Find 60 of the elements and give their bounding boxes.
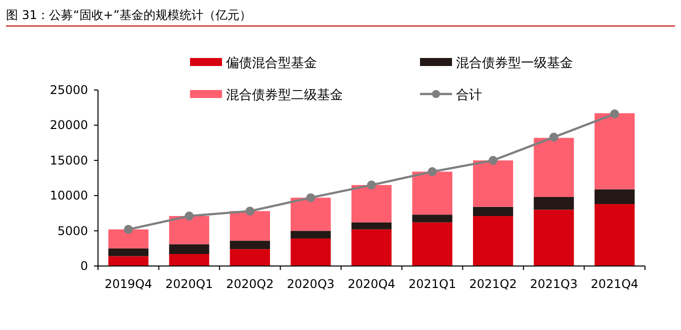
y-tick-label: 5000 bbox=[57, 224, 88, 238]
bar bbox=[534, 210, 574, 266]
bar bbox=[473, 216, 514, 266]
bar bbox=[230, 249, 270, 266]
y-tick-label: 20000 bbox=[50, 118, 88, 132]
bar bbox=[169, 254, 210, 266]
point bbox=[488, 156, 498, 165]
point bbox=[124, 224, 133, 234]
bar bbox=[169, 216, 210, 244]
x-tick-label: 2020Q1 bbox=[165, 277, 213, 291]
x-tick-label: 2021Q2 bbox=[469, 277, 517, 291]
legend-item: 混合债券型一级基金 bbox=[420, 56, 573, 71]
bar bbox=[351, 185, 392, 222]
bar bbox=[594, 113, 635, 190]
x-tick-label: 2021Q4 bbox=[590, 277, 638, 291]
legend-label: 合计 bbox=[456, 88, 482, 103]
bar bbox=[169, 244, 210, 254]
legend-label: 混合债券型二级基金 bbox=[226, 88, 343, 103]
x-tick-label: 2020Q2 bbox=[226, 277, 274, 291]
point bbox=[428, 167, 437, 176]
bar bbox=[290, 230, 331, 239]
bar bbox=[594, 204, 635, 266]
legend-label: 混合债券型一级基金 bbox=[456, 56, 573, 71]
x-tick-label: 2020Q4 bbox=[348, 277, 396, 291]
bar bbox=[473, 160, 514, 207]
x-tick-label: 2020Q3 bbox=[286, 277, 335, 291]
bar bbox=[412, 214, 452, 222]
y-tick-label: 0 bbox=[80, 259, 88, 273]
y-tick-label: 15000 bbox=[50, 153, 88, 168]
chart-title: 图 31：公募“固收+”基金的规模统计（亿元） bbox=[6, 8, 252, 22]
legend-item: 偏债混合型基金 bbox=[190, 56, 317, 71]
bar bbox=[534, 138, 574, 198]
bar bbox=[594, 189, 635, 204]
legend-item: 合计 bbox=[420, 88, 482, 103]
bar bbox=[534, 197, 574, 210]
x-tick-label: 2021Q3 bbox=[530, 277, 578, 291]
point bbox=[367, 180, 376, 190]
point bbox=[306, 193, 316, 202]
point bbox=[549, 132, 558, 142]
bar bbox=[108, 248, 148, 256]
y-tick-label: 25000 bbox=[50, 83, 88, 97]
point bbox=[184, 212, 194, 221]
point bbox=[610, 109, 620, 118]
legend-item: 混合债券型二级基金 bbox=[190, 88, 343, 103]
bar bbox=[230, 240, 270, 250]
bar bbox=[412, 172, 452, 215]
bar bbox=[473, 206, 514, 216]
bar bbox=[290, 198, 331, 231]
bar bbox=[412, 222, 452, 266]
bar bbox=[351, 229, 392, 266]
y-tick-label: 10000 bbox=[50, 188, 88, 203]
bar bbox=[230, 211, 270, 241]
bar bbox=[108, 256, 148, 266]
bar bbox=[108, 229, 148, 248]
x-tick-label: 2019Q4 bbox=[104, 277, 152, 291]
bar bbox=[351, 222, 392, 230]
legend-label: 偏债混合型基金 bbox=[226, 56, 317, 71]
x-tick-label: 2021Q1 bbox=[408, 277, 456, 291]
point bbox=[245, 206, 254, 216]
bar bbox=[290, 238, 331, 266]
